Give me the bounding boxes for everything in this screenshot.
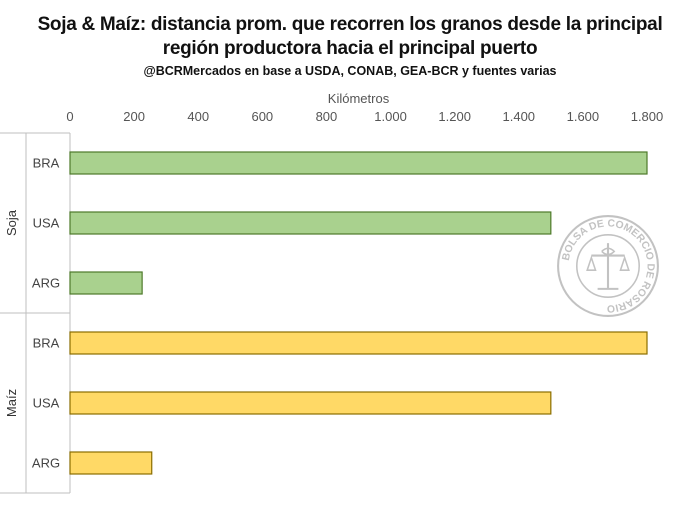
bar <box>69 391 552 415</box>
group-label: Soja <box>4 209 19 236</box>
group-label: Maíz <box>4 389 19 417</box>
x-tick-label: 1.800 <box>631 109 664 124</box>
bar <box>69 151 648 175</box>
category-label: BRA <box>33 156 60 171</box>
x-tick-label: 600 <box>251 109 273 124</box>
category-label: USA <box>33 216 60 231</box>
bar <box>69 211 552 235</box>
x-axis-title: Kilómetros <box>328 91 390 106</box>
bolsa-comercio-rosario-seal: BOLSA DE COMERCIO DE ROSARIO <box>557 215 659 317</box>
chart-subtitle: @BCRMercados en base a USDA, CONAB, GEA-… <box>143 64 557 78</box>
x-tick-label: 1.200 <box>438 109 471 124</box>
x-tick-label: 0 <box>66 109 73 124</box>
chart-title-line-2: región productora hacia el principal pue… <box>162 38 538 59</box>
x-tick-label: 200 <box>123 109 145 124</box>
category-label: BRA <box>33 336 60 351</box>
category-label: USA <box>33 396 60 411</box>
bar <box>69 451 153 475</box>
x-tick-label: 1.000 <box>374 109 407 124</box>
chart-title-line-1: Soja & Maíz: distancia prom. que recorre… <box>37 14 663 35</box>
x-tick-label: 1.400 <box>503 109 536 124</box>
bar <box>69 331 648 355</box>
x-tick-label: 1.600 <box>567 109 600 124</box>
category-label: ARG <box>32 456 60 471</box>
x-tick-label: 400 <box>187 109 209 124</box>
category-label: ARG <box>32 276 60 291</box>
bar <box>69 271 143 295</box>
x-tick-label: 800 <box>316 109 338 124</box>
